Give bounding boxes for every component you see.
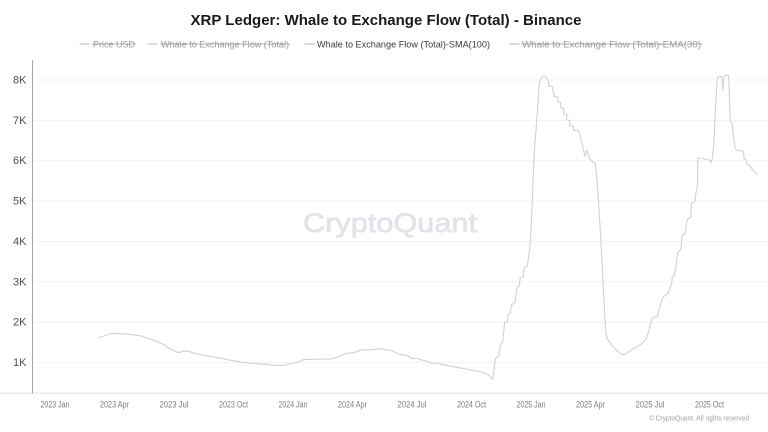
svg-text:5K: 5K (13, 196, 27, 208)
svg-text:2025 Jul: 2025 Jul (636, 400, 665, 410)
svg-text:Whale to Exchange Flow (Total): Whale to Exchange Flow (Total)-EMA(30) (522, 39, 701, 50)
svg-text:6K: 6K (13, 155, 27, 167)
svg-text:© CryptoQuant. All rights rese: © CryptoQuant. All rights reserved (649, 414, 749, 423)
svg-text:2K: 2K (13, 317, 27, 329)
svg-text:2024 Apr: 2024 Apr (338, 400, 367, 410)
svg-text:Whale to Exchange Flow (Total): Whale to Exchange Flow (Total) (161, 39, 289, 50)
svg-text:2025 Jan: 2025 Jan (517, 400, 546, 410)
svg-text:2023 Apr: 2023 Apr (100, 400, 129, 410)
svg-text:2025 Oct: 2025 Oct (695, 400, 724, 410)
svg-text:2023 Jul: 2023 Jul (160, 400, 189, 410)
svg-text:CryptoQuant: CryptoQuant (303, 208, 478, 238)
svg-text:1K: 1K (13, 357, 27, 369)
svg-text:2024 Jan: 2024 Jan (279, 400, 308, 410)
svg-text:2024 Oct: 2024 Oct (457, 400, 486, 410)
svg-text:Whale to Exchange Flow (Total): Whale to Exchange Flow (Total)-SMA(100) (317, 39, 490, 50)
svg-text:XRP Ledger: Whale to Exchange: XRP Ledger: Whale to Exchange Flow (Tota… (191, 12, 582, 29)
svg-text:7K: 7K (13, 115, 27, 127)
svg-text:2024 Jul: 2024 Jul (398, 400, 427, 410)
svg-text:4K: 4K (13, 236, 27, 248)
svg-text:Price USD: Price USD (93, 39, 135, 50)
svg-text:2023 Jan: 2023 Jan (41, 400, 70, 410)
svg-text:2023 Oct: 2023 Oct (219, 400, 248, 410)
svg-text:2025 Apr: 2025 Apr (576, 400, 605, 410)
svg-text:8K: 8K (13, 75, 27, 87)
svg-text:3K: 3K (13, 276, 27, 288)
